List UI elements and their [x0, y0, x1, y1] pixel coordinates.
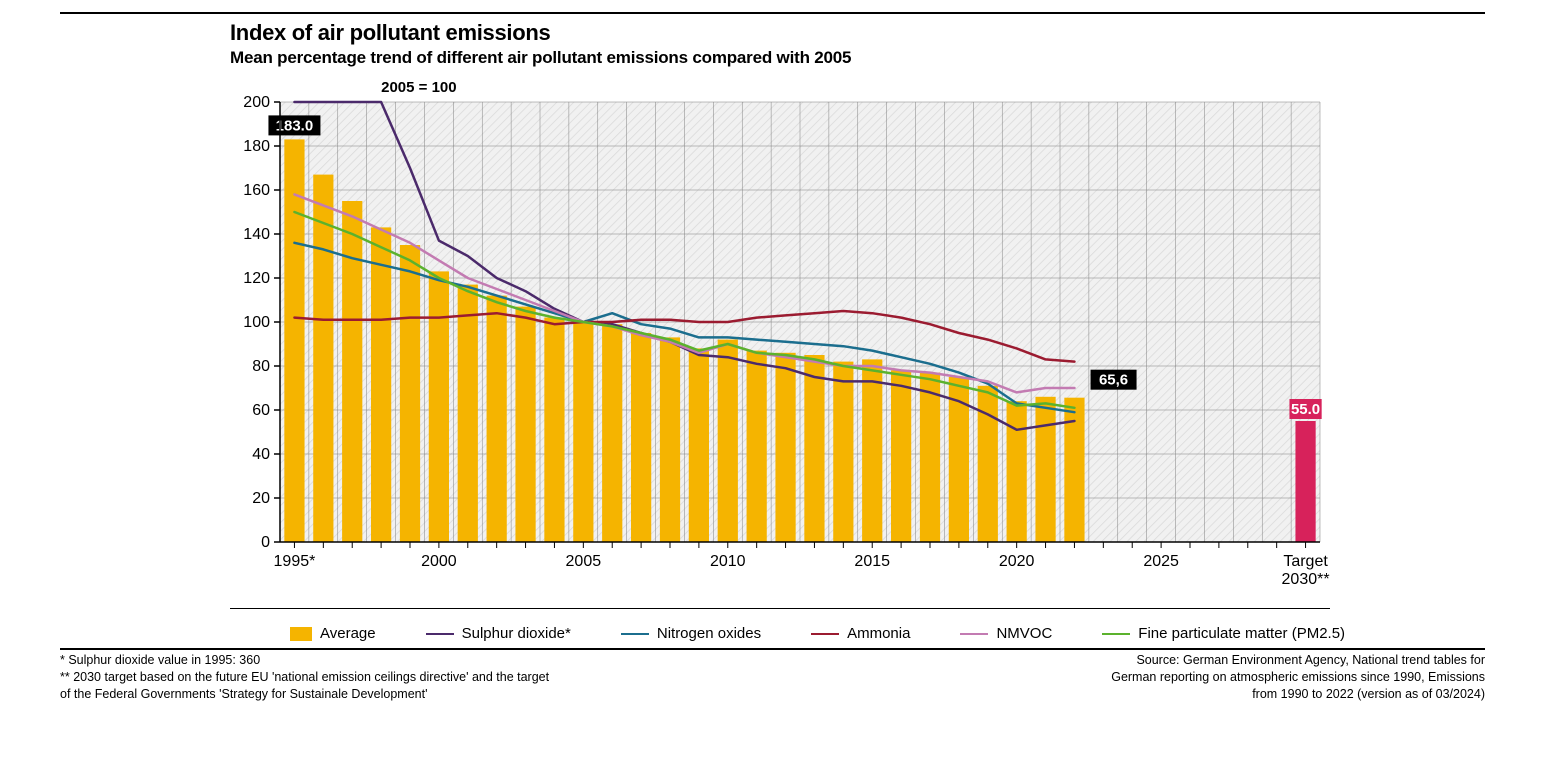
bar-average — [978, 386, 998, 542]
bar-average — [487, 296, 507, 542]
y-tick-label: 20 — [252, 490, 270, 507]
footnote-line: Source: German Environment Agency, Natio… — [1111, 652, 1485, 669]
x-tick-label: 2010 — [710, 553, 746, 570]
bar-average — [747, 351, 767, 542]
bar-average — [429, 271, 449, 542]
legend-label: Ammonia — [847, 625, 910, 642]
y-tick-label: 60 — [252, 402, 270, 419]
legend-swatch-line — [426, 633, 454, 635]
emissions-chart: 2005 = 100 55.0 183.0 65,6 0 20 40 60 80 100 120 14… — [230, 72, 1330, 602]
bar-average — [631, 333, 651, 542]
y-tick-label: 120 — [243, 270, 270, 287]
x-tick-label: 2020 — [999, 553, 1035, 570]
legend-item: Nitrogen oxides — [621, 625, 761, 642]
legend-swatch-line — [621, 633, 649, 635]
legend-top-rule — [230, 608, 1330, 609]
legend-item: Ammonia — [811, 625, 910, 642]
legend-swatch-line — [960, 633, 988, 635]
svg-text:65,6: 65,6 — [1099, 372, 1128, 389]
x-tick-target: 2030** — [1282, 571, 1330, 588]
y-tick-label: 40 — [252, 446, 270, 463]
chart-title: Index of air pollutant emissions — [230, 20, 1485, 46]
legend-label: Fine particulate matter (PM2.5) — [1138, 625, 1345, 642]
footnote-line: ** 2030 target based on the future EU 'n… — [60, 669, 549, 686]
bar-average — [920, 373, 940, 542]
top-rule — [60, 12, 1485, 14]
x-tick-label: 2000 — [421, 553, 457, 570]
bar-average — [313, 175, 333, 542]
legend-item: Fine particulate matter (PM2.5) — [1102, 625, 1345, 642]
footnote-line: German reporting on atmospheric emission… — [1111, 669, 1485, 686]
legend-item: Average — [290, 625, 376, 642]
footnote-left: * Sulphur dioxide value in 1995: 360** 2… — [60, 652, 549, 703]
y-tick-label: 0 — [261, 534, 270, 551]
y-tick-label: 140 — [243, 226, 270, 243]
bar-average — [1035, 397, 1055, 542]
bar-average — [660, 337, 680, 542]
y-tick-label: 80 — [252, 358, 270, 375]
legend-item: NMVOC — [960, 625, 1052, 642]
footnote-line: of the Federal Governments 'Strategy for… — [60, 686, 549, 703]
bar-average — [371, 227, 391, 542]
bar-average — [804, 355, 824, 542]
bar-average — [862, 359, 882, 542]
bar-target — [1295, 421, 1315, 542]
svg-text:183.0: 183.0 — [276, 117, 314, 134]
bar-average — [1007, 401, 1027, 542]
baseline-note: 2005 = 100 — [381, 79, 457, 96]
legend-label: NMVOC — [996, 625, 1052, 642]
last-bar-callout: 65,6 — [1091, 370, 1137, 390]
x-tick-target: Target — [1283, 553, 1328, 570]
footnote-line: * Sulphur dioxide value in 1995: 360 — [60, 652, 549, 669]
svg-text:55.0: 55.0 — [1291, 401, 1320, 418]
legend-swatch-line — [811, 633, 839, 635]
target-callout: 55.0 — [1289, 399, 1321, 419]
x-tick-label: 2025 — [1143, 553, 1179, 570]
bar-average — [1064, 398, 1084, 542]
legend-label: Nitrogen oxides — [657, 625, 761, 642]
x-tick-label: 1995* — [274, 553, 316, 570]
y-tick-label: 160 — [243, 182, 270, 199]
footnote-line: from 1990 to 2022 (version as of 03/2024… — [1111, 686, 1485, 703]
y-tick-label: 180 — [243, 138, 270, 155]
y-tick-label: 200 — [243, 94, 270, 111]
bar-average — [342, 201, 362, 542]
legend-swatch-line — [1102, 633, 1130, 635]
chart-subtitle: Mean percentage trend of different air p… — [230, 48, 1485, 68]
bar-average — [573, 322, 593, 542]
foot-rule — [60, 648, 1485, 650]
bar-average — [602, 324, 622, 542]
bar-average — [891, 370, 911, 542]
footnote-right: Source: German Environment Agency, Natio… — [1111, 652, 1485, 703]
legend-label: Average — [320, 625, 376, 642]
x-tick-label: 2015 — [854, 553, 890, 570]
legend: Average Sulphur dioxide* Nitrogen oxides Am… — [230, 619, 1485, 642]
bar-average — [833, 362, 853, 542]
footnotes: * Sulphur dioxide value in 1995: 360** 2… — [60, 652, 1485, 703]
legend-label: Sulphur dioxide* — [462, 625, 571, 642]
bar-average — [544, 318, 564, 542]
bar-average — [689, 348, 709, 542]
x-tick-label: 2005 — [566, 553, 602, 570]
y-tick-label: 100 — [243, 314, 270, 331]
bar-average — [718, 340, 738, 542]
legend-item: Sulphur dioxide* — [426, 625, 571, 642]
bar-average — [284, 139, 304, 542]
bar-average — [458, 285, 478, 542]
bar-average — [400, 245, 420, 542]
first-bar-callout: 183.0 — [268, 115, 320, 135]
chart-area: 2005 = 100 55.0 183.0 65,6 0 20 40 60 80 100 120 14… — [230, 72, 1330, 602]
legend-swatch-bar — [290, 627, 312, 641]
bar-average — [775, 353, 795, 542]
bar-average — [515, 307, 535, 542]
